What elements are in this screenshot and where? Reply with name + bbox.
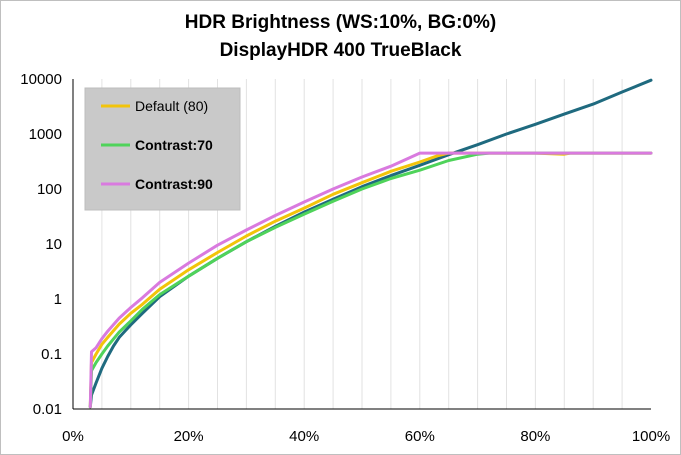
y-tick-label: 1 (54, 291, 62, 308)
x-tick-label: 100% (632, 428, 670, 445)
y-tick-label: 10000 (20, 71, 62, 88)
y-tick-label: 0.1 (41, 346, 62, 363)
legend-entry-default-label: Default (80) (135, 98, 208, 114)
y-tick-label: 100 (37, 181, 62, 198)
y-tick-label: 1000 (29, 126, 62, 143)
series-contrast90-line (88, 151, 653, 409)
x-tick-label: 60% (405, 428, 435, 445)
legend-entry-contrast90-label: Contrast:90 (135, 176, 213, 192)
legend-entry-contrast70-label: Contrast:70 (135, 137, 213, 153)
y-tick-label: 10 (45, 236, 62, 253)
x-tick-label: 0% (62, 428, 84, 445)
y-tick-label: 0.01 (33, 401, 62, 418)
x-tick-label: 20% (174, 428, 204, 445)
legend-box (84, 87, 241, 211)
chart-subtitle: DisplayHDR 400 TrueBlack (219, 40, 462, 61)
x-tick-label: 40% (289, 428, 319, 445)
x-tick-label: 80% (520, 428, 550, 445)
chart-title: HDR Brightness (WS:10%, BG:0%) (184, 12, 497, 33)
